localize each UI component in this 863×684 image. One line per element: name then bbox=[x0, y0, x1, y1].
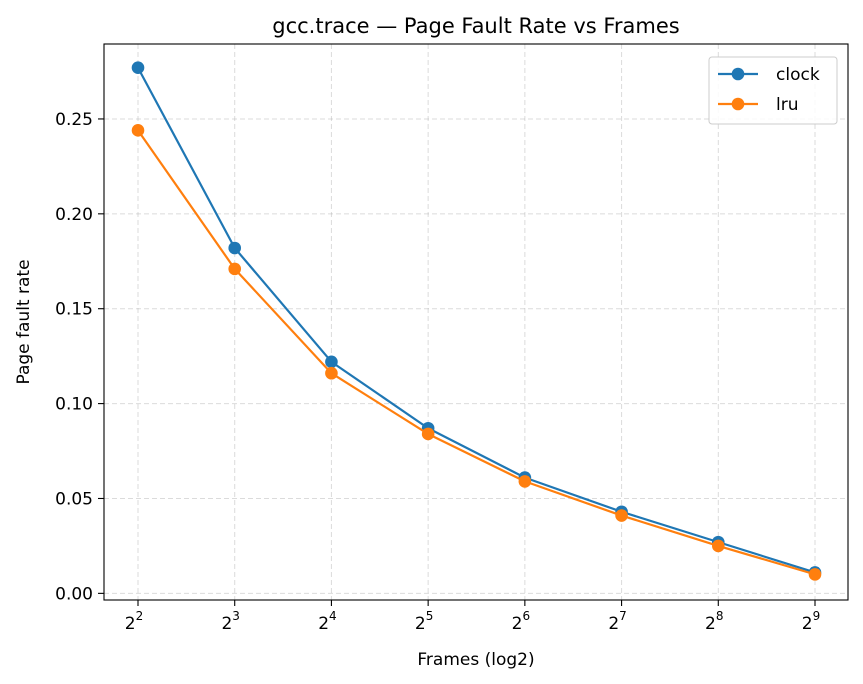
y-axis: 0.00 0.05 0.10 0.15 0.20 0.25 bbox=[55, 110, 104, 604]
data-point-lru bbox=[325, 366, 338, 380]
series-line-clock bbox=[137, 67, 816, 574]
y-tick-label: 0.20 bbox=[55, 205, 93, 225]
x-axis: 22 23 24 25 26 27 28 29 bbox=[125, 600, 820, 634]
y-axis-label: Page fault rate bbox=[14, 259, 34, 384]
x-axis-label: Frames (log2) bbox=[417, 650, 534, 670]
x-tick-label: 28 bbox=[705, 609, 723, 634]
legend-label-lru: lru bbox=[776, 95, 799, 115]
y-tick-label: 0.00 bbox=[55, 584, 93, 604]
data-point-lru bbox=[131, 124, 145, 137]
data-point-clock bbox=[325, 355, 338, 369]
plot-frame bbox=[103, 43, 849, 601]
data-point-lru bbox=[228, 262, 242, 276]
data-point-lru bbox=[808, 568, 822, 581]
x-tick-label: 25 bbox=[415, 609, 433, 634]
y-tick-label: 0.05 bbox=[55, 489, 93, 509]
series-line-lru bbox=[137, 129, 816, 576]
x-tick-label: 23 bbox=[221, 609, 239, 634]
data-point-lru bbox=[615, 509, 628, 522]
grid bbox=[104, 44, 848, 600]
chart-title: gcc.trace — Page Fault Rate vs Frames bbox=[272, 14, 679, 38]
y-tick-label: 0.25 bbox=[55, 110, 93, 130]
data-point-lru bbox=[518, 475, 532, 488]
legend-label-clock: clock bbox=[776, 65, 820, 85]
data-point-clock bbox=[131, 61, 145, 75]
data-point-lru bbox=[711, 539, 725, 553]
x-tick-label: 24 bbox=[318, 609, 336, 634]
data-point-clock bbox=[228, 241, 242, 255]
x-tick-label: 29 bbox=[802, 609, 820, 634]
x-tick-label: 22 bbox=[125, 609, 143, 634]
legend-marker-clock bbox=[731, 67, 745, 81]
data-point-lru bbox=[421, 427, 435, 441]
y-tick-label: 0.15 bbox=[55, 300, 93, 320]
x-tick-label: 26 bbox=[512, 609, 530, 634]
series-layer bbox=[131, 61, 822, 581]
x-tick-label: 27 bbox=[608, 609, 626, 634]
y-tick-label: 0.10 bbox=[55, 395, 93, 415]
legend-marker-lru bbox=[731, 97, 745, 111]
series-lru bbox=[131, 124, 822, 581]
legend: clock lru bbox=[708, 56, 838, 125]
